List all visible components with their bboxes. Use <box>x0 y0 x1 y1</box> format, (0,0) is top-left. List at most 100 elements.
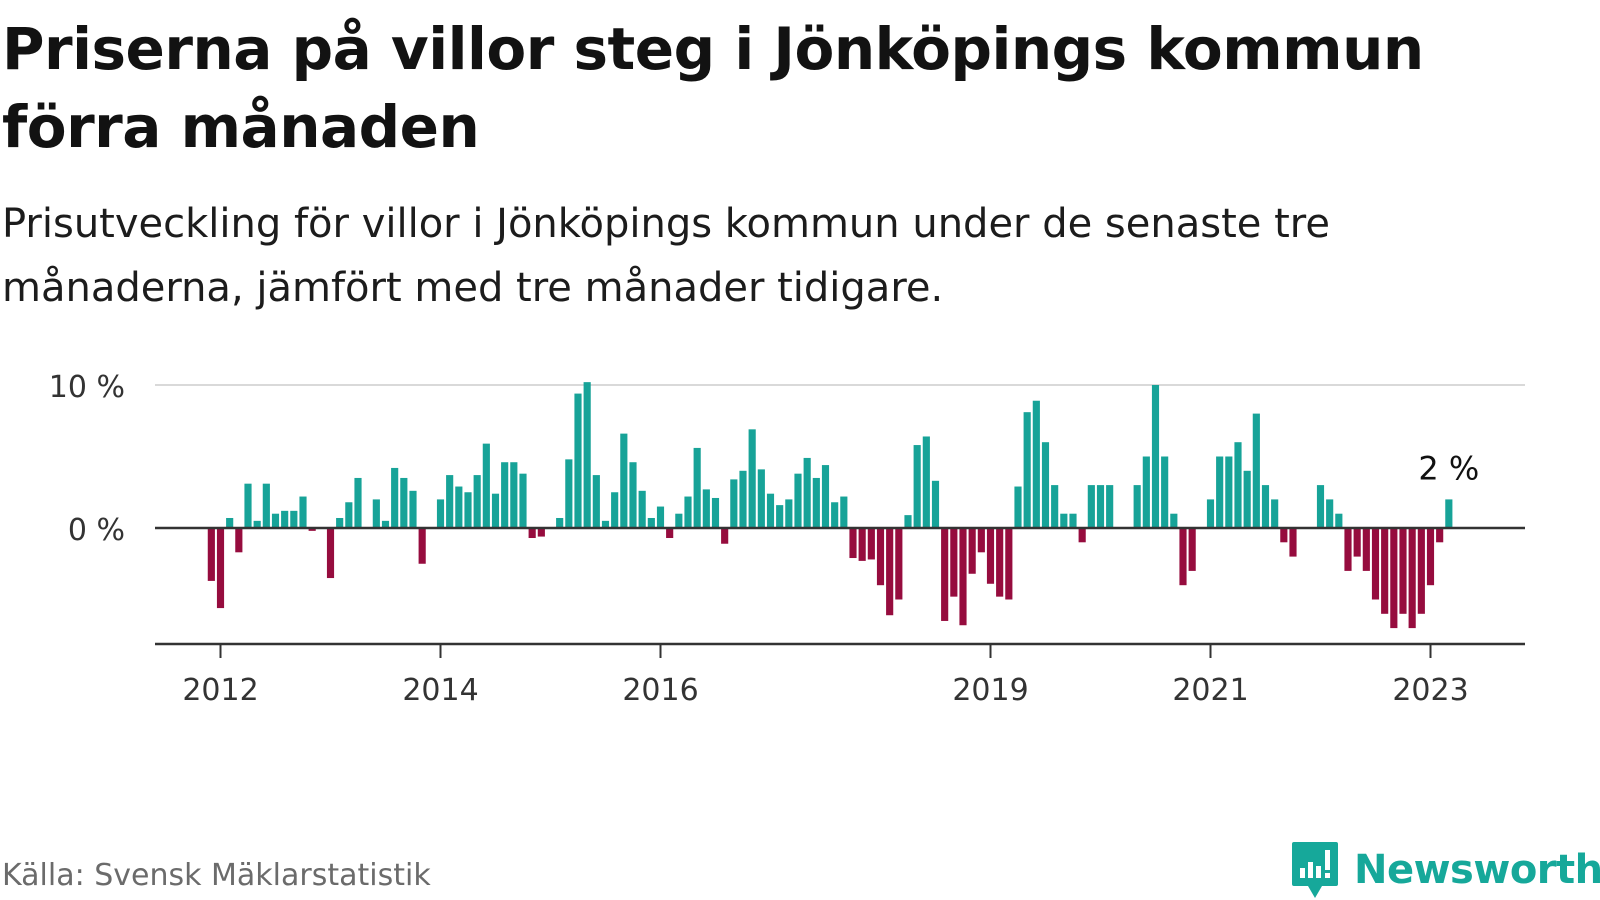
bar <box>1051 485 1059 528</box>
bar <box>1335 513 1343 528</box>
bar <box>537 528 545 537</box>
bar <box>739 470 747 528</box>
x-tick-label: 2021 <box>1172 673 1248 708</box>
bars <box>207 382 1453 629</box>
bar <box>455 486 463 528</box>
bar <box>1316 485 1325 528</box>
bar <box>565 459 573 528</box>
bar <box>326 528 335 579</box>
bar <box>757 469 765 528</box>
bar <box>812 477 820 528</box>
bar <box>216 528 225 609</box>
bar <box>1436 528 1444 543</box>
bar <box>913 445 921 528</box>
bar <box>1445 499 1453 528</box>
bar <box>620 433 628 528</box>
bar <box>748 429 756 528</box>
bar <box>244 483 252 528</box>
bar <box>766 493 775 528</box>
source-note: Källa: Svensk Mäklarstatistik <box>2 858 431 893</box>
bar <box>611 492 619 528</box>
bar <box>1243 470 1251 528</box>
bar <box>1362 528 1370 571</box>
bar <box>281 510 289 528</box>
bar <box>271 513 280 528</box>
bar <box>1252 413 1260 528</box>
bar <box>491 493 500 528</box>
bar <box>1426 528 1435 586</box>
bar <box>583 382 591 528</box>
bar <box>666 528 674 539</box>
bar <box>968 528 976 574</box>
bar <box>1106 485 1114 528</box>
bar <box>400 477 408 528</box>
bar <box>647 517 655 528</box>
bar <box>959 528 967 626</box>
bar <box>1087 485 1095 528</box>
bar <box>1188 528 1196 571</box>
bar <box>1381 528 1389 614</box>
bar <box>1170 513 1178 528</box>
brand-name: Newsworthy <box>1354 847 1600 893</box>
bar <box>1179 528 1187 586</box>
bar <box>592 475 600 528</box>
bar <box>1289 528 1297 557</box>
bar <box>840 496 848 528</box>
bar <box>1161 456 1169 528</box>
bar <box>391 467 399 528</box>
bar <box>849 528 857 559</box>
tick-labels: 0 % 10 % 2012 2014 2016 2019 2021 2023 2 % <box>49 370 1480 708</box>
bar <box>886 528 894 616</box>
y-tick-label: 0 % <box>68 513 125 548</box>
bar <box>1234 442 1242 528</box>
bar <box>473 475 481 528</box>
bar <box>1151 385 1160 528</box>
bar <box>1014 486 1022 528</box>
bar <box>446 475 454 528</box>
bar <box>702 489 710 528</box>
bar <box>336 517 344 528</box>
newsworthy-logo-icon <box>1292 842 1338 898</box>
bar <box>821 465 830 528</box>
bar <box>1271 499 1279 528</box>
bar <box>510 462 518 528</box>
bar <box>574 393 582 528</box>
bar <box>1225 456 1233 528</box>
bar <box>290 510 298 528</box>
bar <box>629 462 637 528</box>
bar <box>1390 528 1398 629</box>
bar <box>418 528 426 564</box>
x-tick-label: 2016 <box>622 673 698 708</box>
bar <box>950 528 958 597</box>
bar <box>308 528 316 531</box>
y-tick-label: 10 % <box>49 370 125 405</box>
bar-chart: 0 % 10 % 2012 2014 2016 2019 2021 2023 2 % <box>49 370 1525 708</box>
bar <box>904 515 912 528</box>
bar <box>1023 412 1031 528</box>
bar <box>1142 456 1150 528</box>
bar <box>941 528 949 621</box>
bar <box>235 528 243 553</box>
bar <box>675 513 683 528</box>
bar <box>1280 528 1288 543</box>
bar <box>721 528 729 544</box>
bar <box>1417 528 1425 614</box>
bar <box>253 520 261 528</box>
bar <box>858 528 866 561</box>
bar <box>345 502 353 528</box>
bar <box>895 528 903 600</box>
bar <box>299 496 307 528</box>
bar <box>776 505 784 528</box>
bar <box>996 528 1004 597</box>
bar <box>519 473 527 528</box>
bar <box>931 480 940 528</box>
bar <box>482 443 490 528</box>
bar <box>831 502 839 528</box>
bar <box>409 490 417 528</box>
bar <box>1069 513 1077 528</box>
bar <box>876 528 885 586</box>
bar <box>1032 400 1040 528</box>
bar <box>528 528 536 539</box>
last-value-label: 2 % <box>1418 449 1479 487</box>
bar <box>501 462 509 528</box>
